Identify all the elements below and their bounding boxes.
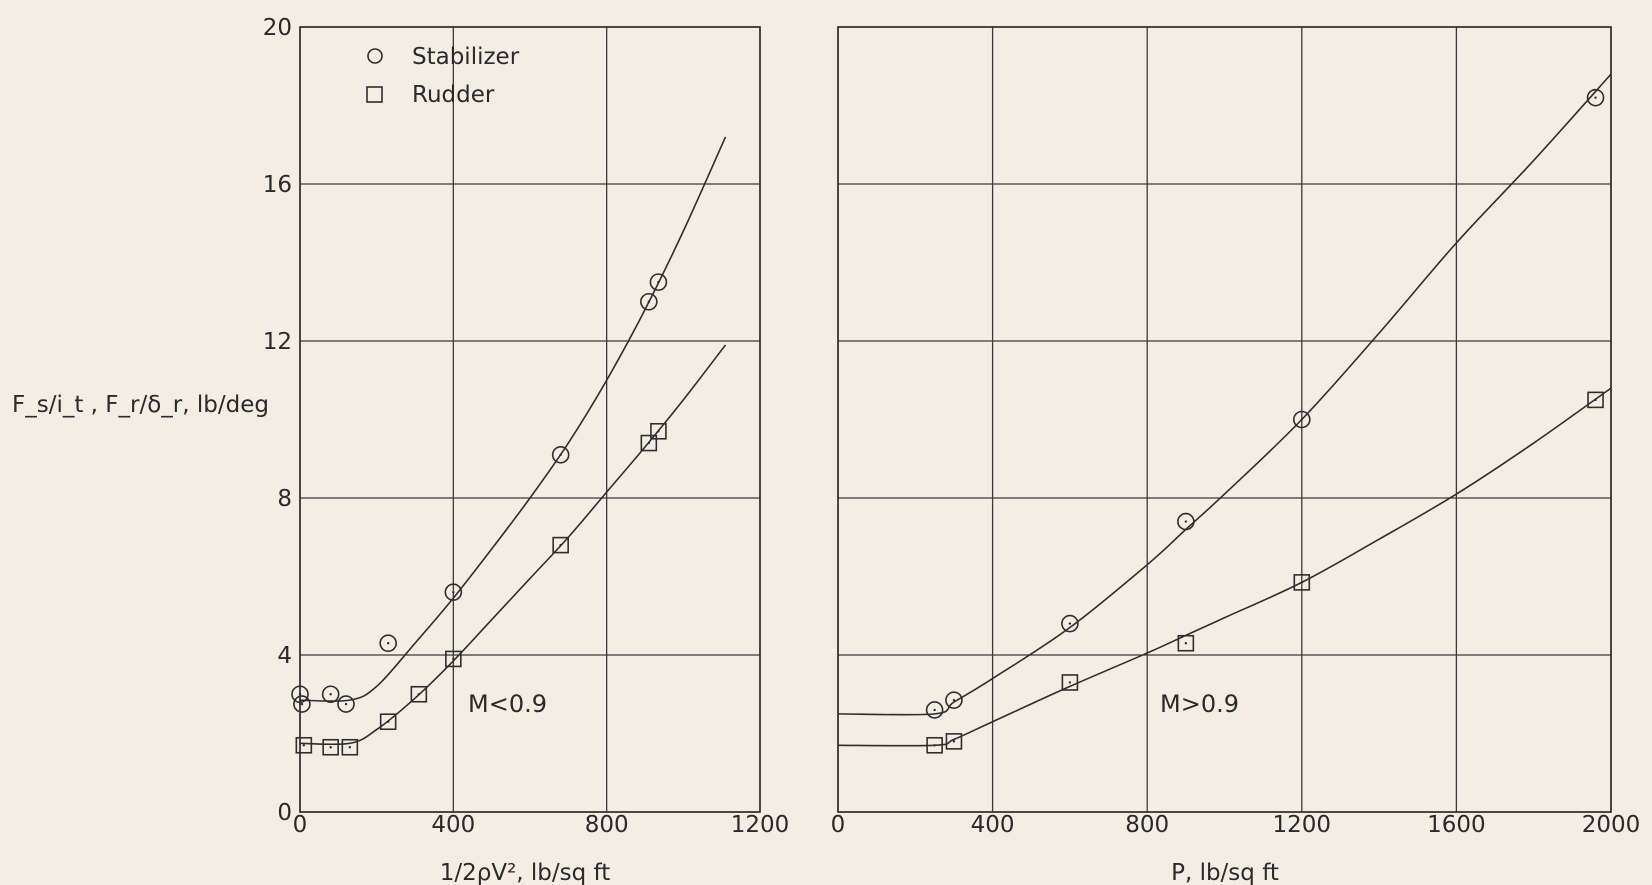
y-tick-8: 8 xyxy=(277,486,292,512)
left-stabilizer-point-2 xyxy=(321,685,340,704)
right-x-tick-1600: 1600 xyxy=(1427,812,1486,838)
left-x-tick-labels: 0 400 800 1200 xyxy=(293,812,790,838)
right-x-tick-1200: 1200 xyxy=(1273,812,1332,838)
left-rudder-point-0 xyxy=(295,736,313,754)
y-tick-20: 20 xyxy=(263,15,292,41)
y-axis-label: F_s/i_t , F_r/δ_r, lb/deg xyxy=(12,392,269,418)
left-fit-stabilizer xyxy=(299,136,727,702)
legend: Stabilizer Rudder xyxy=(366,44,520,108)
right-stabilizer-point-2 xyxy=(1061,614,1079,633)
left-stabilizer-point-0 xyxy=(291,685,309,704)
right-fit-rudder xyxy=(837,387,1612,747)
y-tick-0: 0 xyxy=(277,800,292,826)
right-stabilizer-point-5 xyxy=(1586,88,1605,107)
left-data-points xyxy=(291,273,668,756)
right-x-tick-400: 400 xyxy=(971,812,1015,838)
right-x-tick-800: 800 xyxy=(1125,812,1169,838)
left-rudder-point-1 xyxy=(322,738,339,756)
left-x-axis-label: 1/2ρV², lb/sq ft xyxy=(440,860,611,885)
right-fit-stabilizer xyxy=(837,73,1612,716)
left-plot-frame xyxy=(299,26,761,813)
left-annotation: M<0.9 xyxy=(468,690,547,718)
left-rudder-point-5 xyxy=(445,650,462,668)
left-x-tick-400: 400 xyxy=(431,812,475,838)
left-fit-rudder xyxy=(299,344,727,746)
right-data-points xyxy=(925,88,1605,754)
legend-stabilizer-label: Stabilizer xyxy=(412,44,520,70)
right-rudder-point-5 xyxy=(1587,391,1604,409)
right-rudder-point-3 xyxy=(1177,634,1195,652)
right-rudder-point-1 xyxy=(945,733,963,750)
right-annotation: M>0.9 xyxy=(1160,690,1239,718)
legend-rudder-marker xyxy=(366,86,383,103)
y-tick-4: 4 xyxy=(277,643,292,669)
right-fit-curves xyxy=(837,73,1612,747)
y-tick-12: 12 xyxy=(263,329,292,355)
right-x-tick-2000: 2000 xyxy=(1582,812,1641,838)
left-rudder-point-3 xyxy=(379,713,397,731)
left-x-tick-1200: 1200 xyxy=(731,812,790,838)
right-x-tick-labels: 0 400 800 1200 1600 2000 xyxy=(831,812,1641,838)
right-rudder-point-2 xyxy=(1061,674,1079,691)
right-panel: 0 400 800 1200 1600 2000 M>0.9 P, lb/sq ft xyxy=(831,26,1641,885)
right-rudder-point-0 xyxy=(926,736,943,754)
left-rudder-point-6 xyxy=(552,536,569,554)
right-stabilizer-point-1 xyxy=(945,691,963,709)
left-stabilizer-point-1 xyxy=(293,695,311,713)
left-stabilizer-point-7 xyxy=(640,292,658,311)
left-stabilizer-point-8 xyxy=(649,273,668,291)
right-x-tick-0: 0 xyxy=(831,812,846,838)
right-rudder-point-4 xyxy=(1293,574,1311,591)
left-y-tick-labels: 0 4 8 12 16 20 xyxy=(263,15,292,826)
left-rudder-point-2 xyxy=(341,738,359,756)
legend-stabilizer-marker xyxy=(367,48,383,64)
left-stabilizer-point-5 xyxy=(444,583,463,602)
left-rudder-point-8 xyxy=(650,422,667,440)
left-rudder-point-4 xyxy=(410,685,428,703)
right-plot-frame xyxy=(837,26,1612,813)
left-stabilizer-point-4 xyxy=(379,634,397,653)
right-stabilizer-point-3 xyxy=(1177,512,1195,531)
left-fit-curves xyxy=(299,136,727,746)
right-stabilizer-point-4 xyxy=(1293,410,1311,429)
right-stabilizer-point-0 xyxy=(925,701,944,719)
left-x-tick-800: 800 xyxy=(585,812,629,838)
left-stabilizer-point-6 xyxy=(551,446,570,464)
left-rudder-point-7 xyxy=(640,434,658,452)
y-tick-16: 16 xyxy=(263,172,292,198)
legend-rudder-label: Rudder xyxy=(412,82,495,108)
left-stabilizer-point-3 xyxy=(337,695,355,713)
left-x-tick-0: 0 xyxy=(293,812,308,838)
right-x-axis-label: P, lb/sq ft xyxy=(1171,860,1279,885)
left-panel: 0 4 8 12 16 20 0 400 800 1200 M<0.9 1/2ρV², lb/s… xyxy=(263,15,790,885)
